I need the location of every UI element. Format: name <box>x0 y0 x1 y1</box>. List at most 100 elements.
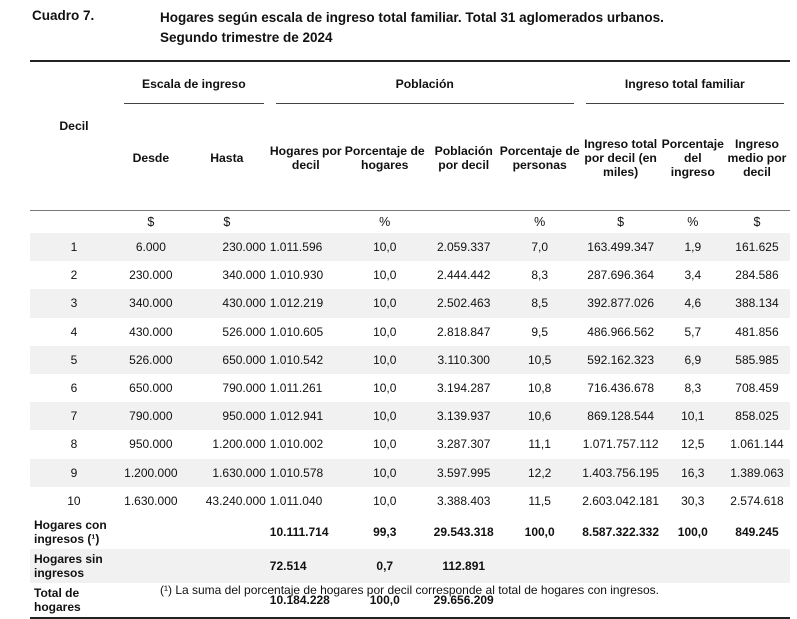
header-pct-personas: Porcentaje de personas <box>499 144 580 173</box>
totals-cell-hogares: 10.111.714 <box>269 524 329 539</box>
table-cell: 3.597.995 <box>427 458 500 487</box>
table-row: 4 430.000 526.000 1.010.605 10,0 2.818.847 9,5… <box>30 318 790 346</box>
table-cell: 6,9 <box>661 345 724 374</box>
table-cell: 858.025 <box>723 402 790 431</box>
table-cell: 9 <box>30 458 118 487</box>
totals-cell-ingreso-medio <box>723 548 790 583</box>
totals-cell-pct-ingreso: 100,0 <box>677 524 708 539</box>
table-title: Hogares según escala de ingreso total fa… <box>160 8 664 48</box>
header-hasta: Hasta <box>210 151 244 166</box>
table-cell: 1.012.941 <box>269 402 342 431</box>
table-cell: 8,3 <box>531 268 548 283</box>
table-cell: 790.000 <box>117 402 184 431</box>
unit-cell: % <box>661 210 724 233</box>
table-cell: 585.985 <box>723 345 790 374</box>
table-cell: 1.630.000 <box>124 493 178 508</box>
table-cell: 4 <box>70 324 78 339</box>
table-cell: 950.000 <box>183 402 270 431</box>
table-label: Cuadro 7. <box>32 8 95 23</box>
unit-cell: % <box>499 210 580 233</box>
totals-cell-pct-hogares: 0,7 <box>341 548 428 583</box>
table-row: 2 230.000 340.000 1.010.930 10,0 2.444.442 8,3… <box>30 261 790 289</box>
table-cell: 1.010.542 <box>269 345 342 374</box>
totals-cell-ingreso-medio <box>723 582 790 619</box>
table-cell: 3.388.403 <box>437 493 491 508</box>
table-cell: 10 <box>67 493 81 508</box>
header-ingreso-total: Ingreso total por decil (en miles) <box>584 137 658 180</box>
table-cell: 12,5 <box>681 437 705 452</box>
table-head: Decil Escala de ingreso Población Ingres… <box>30 62 790 233</box>
table-cell: 2.818.847 <box>437 324 491 339</box>
table-cell: 430.000 <box>183 289 270 318</box>
totals-cell-ingreso-total: 8.587.322.332 <box>582 524 659 539</box>
table-cell: 10,0 <box>341 458 428 487</box>
table-cell: 1.200.000 <box>117 458 184 487</box>
table-cell: 2.603.042.181 <box>582 493 659 508</box>
table-cell: 8,3 <box>684 381 702 396</box>
table-cell: 7 <box>30 402 118 431</box>
header-poblacion: Población <box>270 62 580 107</box>
table-cell: 10,0 <box>373 437 397 452</box>
totals-cell-pct-ingreso <box>661 582 724 619</box>
totals-cell-pct-personas <box>499 548 580 583</box>
table-cell: 6.000 <box>117 233 184 262</box>
table-cell: 430.000 <box>129 324 173 339</box>
table-cell: 230.000 <box>183 233 270 262</box>
table-cell: 1.012.219 <box>269 289 342 318</box>
table-cell: 284.586 <box>735 268 779 283</box>
table-cell: 1 <box>30 233 118 262</box>
table-cell: 3.194.287 <box>437 381 491 396</box>
document-page: Cuadro 7. Hogares según escala de ingres… <box>30 8 790 619</box>
title-line-2: Segundo trimestre de 2024 <box>160 30 333 45</box>
footnote: (¹) La suma del porcentaje de hogares po… <box>160 583 659 597</box>
table-row: 6 650.000 790.000 1.011.261 10,0 3.194.287 10,… <box>30 374 790 402</box>
table-cell: 1.011.040 <box>269 493 323 508</box>
table-cell: 650.000 <box>129 381 173 396</box>
table-cell: 1.061.144 <box>730 437 784 452</box>
table-totals: Hogares con ingresos (¹) 10.111.714 99,3 29… <box>30 515 790 619</box>
unit-cell: $ <box>183 210 270 233</box>
table-cell: 481.856 <box>735 324 779 339</box>
table-cell: 10,0 <box>341 233 428 262</box>
table-cell: 10,0 <box>341 402 428 431</box>
table-cell: 10,0 <box>373 268 397 283</box>
unit-cell: $ <box>117 210 184 233</box>
table-cell: 163.499.347 <box>579 233 662 262</box>
table-cell: 388.134 <box>723 289 790 318</box>
table-cell: 1.011.261 <box>269 381 323 396</box>
header-decil: Decil <box>59 119 89 133</box>
table-cell: 9,5 <box>531 324 548 339</box>
totals-cell-ingreso-medio: 849.245 <box>735 524 779 539</box>
table-cell: 10,0 <box>373 324 397 339</box>
totals-cell-hogares: 72.514 <box>269 548 342 583</box>
table-cell: 10,8 <box>527 381 552 396</box>
table-cell: 1.010.930 <box>269 268 324 283</box>
table-row: 5 526.000 650.000 1.010.542 10,0 3.110.300 10,… <box>30 345 790 374</box>
table-cell: 1,9 <box>661 233 724 262</box>
header-desde: Desde <box>132 151 170 166</box>
table-cell: 10,5 <box>499 345 580 374</box>
unit-cell: $ <box>723 210 790 233</box>
table-cell: 10,0 <box>373 381 397 396</box>
income-scale-table: Decil Escala de ingreso Población Ingres… <box>30 62 790 619</box>
table-cell: 526.000 <box>222 324 266 339</box>
unit-cell <box>427 210 500 233</box>
table-cell: 1.010.578 <box>269 458 342 487</box>
header-ingreso-medio: Ingreso medio por decil <box>727 137 787 180</box>
table-row: 7 790.000 950.000 1.012.941 10,0 3.139.937 10,… <box>30 402 790 431</box>
table-cell: 12,2 <box>499 458 580 487</box>
table-cell: 716.436.678 <box>587 381 654 396</box>
table-cell: 1.010.605 <box>269 324 324 339</box>
table-cell: 2.444.442 <box>437 268 491 283</box>
table-cell: 3.139.937 <box>427 402 500 431</box>
table-cell: 10,0 <box>341 345 428 374</box>
table-cell: 950.000 <box>129 437 173 452</box>
table-cell: 3,4 <box>684 268 702 283</box>
totals-row: Hogares con ingresos (¹) 10.111.714 99,3 29… <box>30 515 790 549</box>
totals-label: Hogares sin ingresos <box>30 548 270 583</box>
table-cell: 6 <box>70 381 78 396</box>
table-cell: 8 <box>70 437 78 452</box>
totals-row: Total de hogares 10.184.228 100,0 29.656.20… <box>30 582 790 619</box>
unit-cell <box>30 210 118 233</box>
table-cell: 4,6 <box>661 289 724 318</box>
